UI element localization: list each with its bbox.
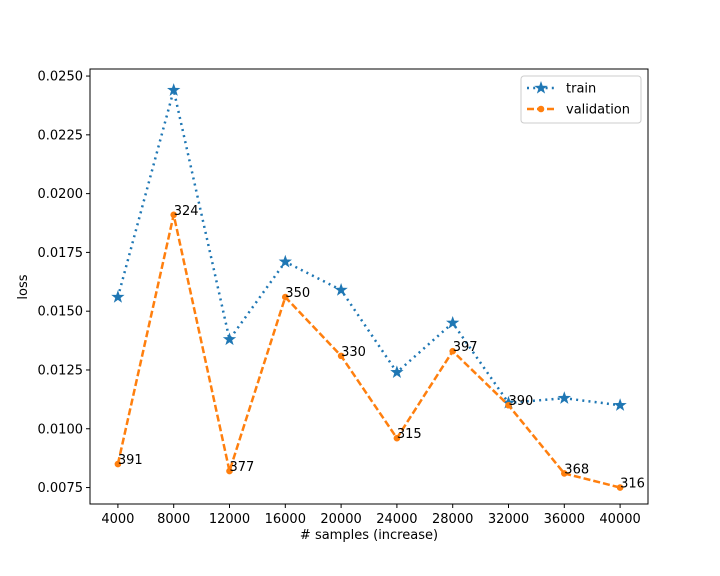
legend-label-train: train <box>566 82 596 97</box>
series-line-train <box>116 89 621 407</box>
y-axis-label: loss <box>16 274 31 299</box>
data-point-train <box>390 365 404 378</box>
data-label-validation: 330 <box>341 345 366 360</box>
y-tick-label: 0.0150 <box>38 305 84 320</box>
data-point-train <box>111 290 125 303</box>
data-point-train <box>613 398 627 411</box>
x-tick-label: 24000 <box>376 512 417 527</box>
legend-marker-train <box>534 81 548 94</box>
axes-frame <box>89 68 649 505</box>
data-point-validation <box>616 484 624 491</box>
x-tick-label: 4000 <box>101 512 134 527</box>
x-tick-label: 36000 <box>544 512 585 527</box>
x-tick-label: 16000 <box>265 512 306 527</box>
y-tick-label: 0.0250 <box>38 70 84 85</box>
data-point-train <box>167 83 181 96</box>
legend-marker-validation <box>537 105 545 113</box>
data-label-validation: 350 <box>285 286 310 301</box>
y-tick-label: 0.0200 <box>38 187 84 202</box>
data-point-validation <box>282 293 289 301</box>
data-point-validation <box>449 347 457 355</box>
x-tick-label: 28000 <box>432 512 473 527</box>
data-point-validation <box>114 460 122 468</box>
x-tick-label: 32000 <box>488 512 529 527</box>
data-point-validation <box>393 434 401 442</box>
plot-area: 391 324 377 350 330 315 397 390 368 316 <box>111 83 645 492</box>
y-tick-label: 0.0100 <box>38 422 84 437</box>
data-label-validation: 315 <box>397 427 422 442</box>
x-tick-label: 40000 <box>599 512 640 527</box>
legend-box <box>520 75 642 124</box>
legend-label-validation: validation <box>566 103 630 118</box>
series-line-validation <box>116 214 621 489</box>
data-label-validation: 377 <box>230 460 255 475</box>
data-label-validation: 397 <box>453 340 478 355</box>
data-point-train <box>557 391 571 404</box>
y-tick-label: 0.0075 <box>38 481 84 496</box>
x-tick-label: 8000 <box>157 512 190 527</box>
x-axis-label: # samples (increase) <box>300 528 438 543</box>
data-point-validation <box>170 211 177 219</box>
y-tick-label: 0.0125 <box>38 363 84 378</box>
x-tick-label: 20000 <box>320 512 361 527</box>
y-tick-label: 0.0175 <box>38 246 84 261</box>
y-axis-ticks: 0.0075 0.0100 0.0125 0.0150 0.0175 0.0200 0.02… <box>38 70 90 496</box>
data-label-validation: 316 <box>620 477 645 492</box>
data-point-train <box>222 332 237 346</box>
data-point-validation <box>561 470 568 477</box>
data-point-train <box>446 315 460 329</box>
x-axis-ticks: 4000 8000 12000 16000 20000 24000 28000 32000 36… <box>101 504 641 527</box>
data-point-validation <box>226 467 233 475</box>
data-point-validation <box>337 352 345 360</box>
data-point-train <box>278 254 292 268</box>
data-label-validation: 390 <box>509 394 534 409</box>
data-point-train <box>334 283 348 296</box>
data-point-validation <box>505 401 512 409</box>
legend: train validation <box>520 75 642 124</box>
data-label-validation: 368 <box>564 462 589 477</box>
data-label-validation: 391 <box>118 453 143 468</box>
y-tick-label: 0.0225 <box>38 128 84 143</box>
x-tick-label: 12000 <box>209 512 250 527</box>
data-label-validation: 324 <box>174 204 199 219</box>
